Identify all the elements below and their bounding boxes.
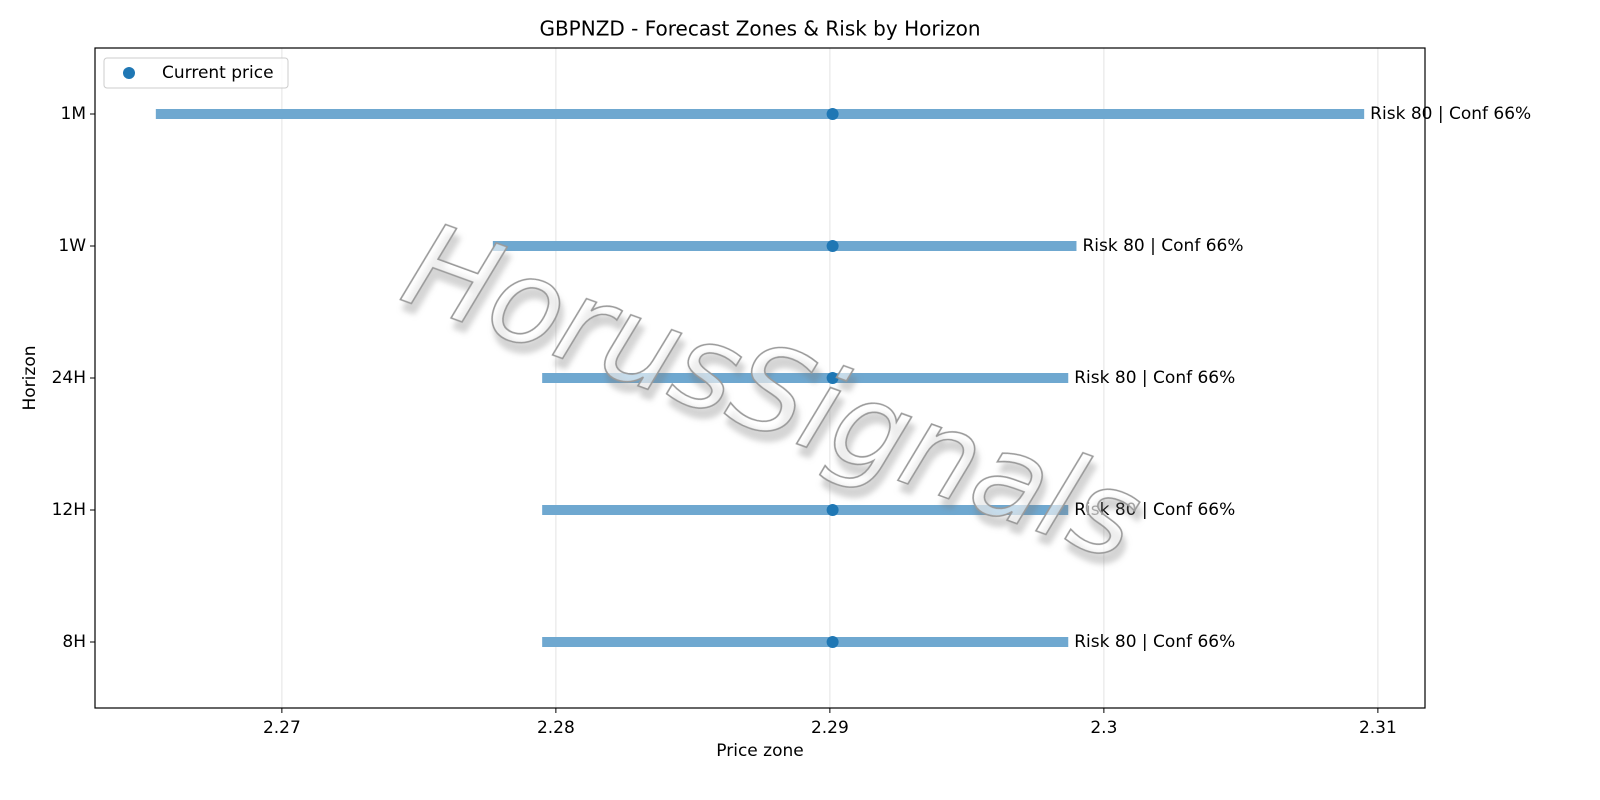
legend-label: Current price <box>162 63 274 83</box>
zone-bar <box>542 637 1069 647</box>
current-price-dot <box>826 108 839 120</box>
legend-marker <box>123 67 135 79</box>
y-tick-label: 24H <box>52 368 86 388</box>
y-tick-label: 8H <box>62 632 86 652</box>
current-price-dot <box>826 636 839 648</box>
current-price-dot <box>826 504 839 516</box>
x-tick-label: 2.3 <box>1090 718 1117 738</box>
plot-frame <box>94 47 1426 709</box>
zone-annotation: Risk 80 | Conf 66% <box>1074 500 1235 520</box>
zone-annotation: Risk 80 | Conf 66% <box>1074 368 1235 388</box>
y-tick-label: 1W <box>58 236 86 256</box>
zone-bar <box>542 373 1069 383</box>
y-axis-label: Horizon <box>20 346 40 411</box>
zone-annotation: Risk 80 | Conf 66% <box>1074 632 1235 652</box>
x-tick-label: 2.28 <box>537 718 575 738</box>
x-axis-label: Price zone <box>716 741 803 761</box>
watermark: HorusSignals <box>388 195 1158 588</box>
zone-bar <box>155 109 1365 119</box>
x-tick-label: 2.31 <box>1359 718 1397 738</box>
current-price-dot <box>826 372 839 384</box>
x-tick-label: 2.29 <box>811 718 849 738</box>
zone-annotation: Risk 80 | Conf 66% <box>1370 104 1531 124</box>
zone-annotation: Risk 80 | Conf 66% <box>1082 236 1243 256</box>
y-tick-label: 1M <box>61 104 86 124</box>
current-price-dot <box>826 240 839 252</box>
x-tick-label: 2.27 <box>263 718 301 738</box>
legend-box <box>103 57 289 89</box>
chart-title: GBPNZD - Forecast Zones & Risk by Horizo… <box>539 17 980 41</box>
zone-bar <box>492 241 1077 251</box>
zone-bar <box>542 505 1069 515</box>
y-tick-label: 12H <box>52 500 86 520</box>
